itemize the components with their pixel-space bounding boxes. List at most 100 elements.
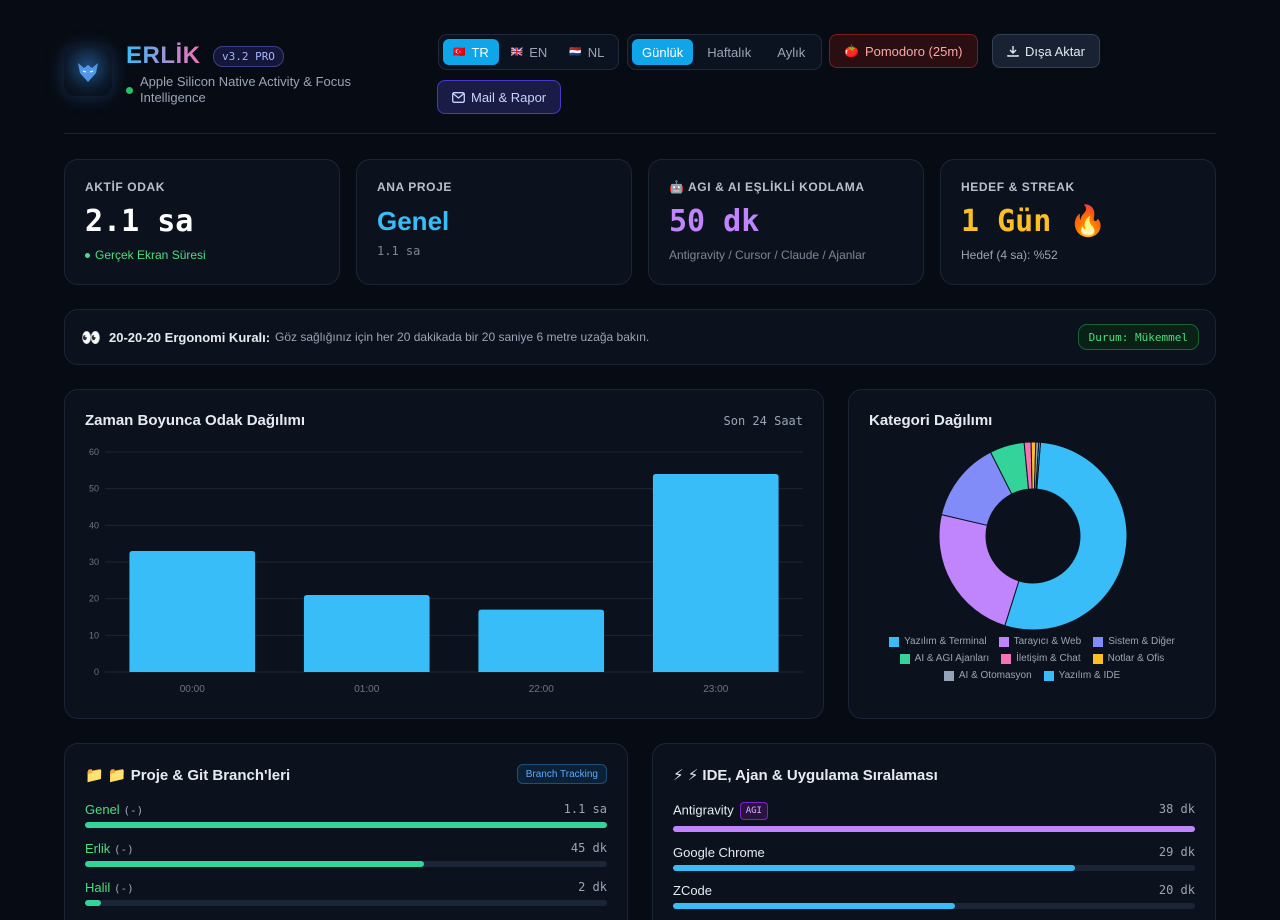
legend-label: AI & AGI Ajanları: [914, 653, 990, 664]
legend-item[interactable]: AI & AGI Ajanları: [899, 653, 990, 664]
stat-label: 🤖 AGI & AI EŞLİKLİ KODLAMA: [669, 180, 865, 194]
timeline-range: Son 24 Saat: [723, 414, 803, 428]
timeline-title: Zaman Boyunca Odak Dağılımı: [85, 412, 306, 429]
legend-swatch: [1092, 653, 1103, 664]
stat-value: 50 dk: [669, 204, 760, 239]
branch-tracking-badge: Branch Tracking: [516, 764, 607, 784]
legend-label: Yazılım & Terminal: [904, 636, 987, 647]
y-tick-label: 60: [89, 447, 99, 457]
legend-item[interactable]: Yazılım & Terminal: [889, 636, 987, 647]
project-name: Genel (-): [85, 802, 144, 817]
progress-fill: [85, 900, 101, 906]
stat-label: AKTİF ODAK: [85, 180, 165, 194]
header: ERLİK v3.2 PRO Apple Silicon Native Acti…: [64, 34, 1216, 134]
stat-sub: Gerçek Ekran Süresi: [85, 248, 206, 262]
eyes-icon: 👀: [81, 330, 101, 347]
app-row[interactable]: ZCode 20 dk: [673, 883, 1195, 917]
progress-track: [673, 826, 1195, 832]
app-row[interactable]: Google Chrome 29 dk: [673, 845, 1195, 879]
pie-slice: [1035, 441, 1042, 490]
stat-card-main-project: ANA PROJE Genel 1.1 sa: [356, 159, 632, 285]
progress-fill: [673, 826, 1195, 832]
legend-swatch: [889, 636, 900, 647]
app-row[interactable]: Antigravity AGI 38 dk: [673, 802, 1195, 836]
x-tick-label: 01:00: [354, 684, 379, 695]
project-time: 45 dk: [570, 841, 607, 855]
progress-track: [85, 822, 607, 828]
project-row[interactable]: Genel (-) 1.1 sa: [85, 802, 607, 832]
download-icon: [1007, 46, 1019, 57]
progress-fill: [85, 822, 607, 828]
agi-tag: AGI: [739, 802, 768, 820]
legend-item[interactable]: Notlar & Ofis: [1092, 653, 1165, 664]
legend-item[interactable]: Sistem & Diğer: [1093, 636, 1175, 647]
mail-report-button[interactable]: Mail & Rapor: [437, 80, 562, 114]
stat-sub: 1.1 sa: [377, 244, 421, 258]
projects-panel: 📁 📁 Proje & Git Branch'leri Branch Track…: [64, 743, 628, 920]
progress-fill: [673, 865, 1075, 871]
legend-item[interactable]: Yazılım & IDE: [1043, 670, 1121, 681]
period-daily-button[interactable]: Günlük: [632, 39, 694, 65]
x-tick-label: 22:00: [529, 684, 554, 695]
y-tick-label: 20: [89, 594, 99, 604]
legend-item[interactable]: AI & Otomasyon: [943, 670, 1032, 681]
lang-nl-button[interactable]: 🇳🇱 NL: [569, 44, 605, 60]
language-switcher: 🇹🇷 TR 🇬🇧 EN 🇳🇱 NL: [438, 34, 620, 70]
stat-label: ANA PROJE: [377, 180, 452, 194]
version-badge: v3.2 PRO: [212, 45, 284, 67]
bar: [129, 551, 256, 672]
period-monthly-button[interactable]: Aylık: [777, 44, 806, 60]
status-badge: Durum: Mükemmel: [1077, 324, 1199, 350]
x-tick-label: 23:00: [703, 684, 728, 695]
legend-swatch: [899, 653, 910, 664]
pomodoro-button[interactable]: 🍅 Pomodoro (25m): [829, 34, 978, 68]
project-row[interactable]: Halil (-) 2 dk: [85, 880, 607, 910]
bar: [652, 474, 779, 672]
legend-label: Tarayıcı & Web: [1013, 636, 1082, 647]
tomato-icon: 🍅: [844, 44, 859, 58]
app-name: Google Chrome: [673, 845, 765, 860]
legend-label: İletişim & Chat: [1016, 653, 1081, 664]
y-tick-label: 50: [89, 484, 99, 494]
legend-item[interactable]: İletişim & Chat: [1001, 653, 1081, 664]
legend-label: AI & Otomasyon: [958, 670, 1032, 681]
project-name: Halil (-): [85, 880, 134, 895]
y-tick-label: 30: [89, 557, 99, 567]
legend-label: Yazılım & IDE: [1058, 670, 1121, 681]
wolf-logo-icon: [78, 63, 98, 82]
stat-label: HEDEF & STREAK: [961, 180, 1075, 194]
projects-title: 📁 📁 Proje & Git Branch'leri: [85, 767, 291, 784]
stat-sub: Antigravity / Cursor / Claude / Ajanlar: [669, 248, 866, 262]
chart-legend: Yazılım & Terminal Tarayıcı & Web Sistem &…: [869, 636, 1195, 681]
progress-track: [673, 903, 1195, 909]
period-switcher: Günlük Haftalık Aylık: [627, 34, 823, 70]
period-weekly-button[interactable]: Haftalık: [707, 44, 752, 60]
app-time: 29 dk: [1158, 845, 1195, 859]
y-tick-label: 0: [94, 667, 99, 677]
bar: [303, 595, 430, 672]
legend-label: Notlar & Ofis: [1107, 653, 1165, 664]
legend-swatch: [998, 636, 1009, 647]
legend-swatch: [1043, 670, 1054, 681]
tagline: Apple Silicon Native Activity & Focus In…: [126, 74, 376, 106]
export-button[interactable]: Dışa Aktar: [992, 34, 1100, 68]
ergonomics-title: 20-20-20 Ergonomi Kuralı:: [109, 330, 271, 345]
app-name: ZCode: [673, 883, 713, 898]
app-logo: [64, 48, 112, 96]
pie-slice: [938, 514, 1020, 627]
project-time: 2 dk: [578, 880, 607, 894]
progress-track: [85, 861, 607, 867]
progress-fill: [673, 903, 955, 909]
lang-en-button[interactable]: 🇬🇧 EN: [510, 44, 548, 60]
y-tick-label: 40: [89, 520, 99, 530]
lang-tr-button[interactable]: 🇹🇷 TR: [443, 39, 499, 65]
legend-item[interactable]: Tarayıcı & Web: [998, 636, 1082, 647]
apps-title: ⚡ ⚡ IDE, Ajan & Uygulama Sıralaması: [673, 767, 938, 784]
y-tick-label: 10: [89, 630, 99, 640]
project-row[interactable]: Erlik (-) 45 dk: [85, 841, 607, 871]
legend-swatch: [943, 670, 954, 681]
bar-chart: 0 10 20 30 40 50 60 00:00 01:00 22:00 23:00: [89, 447, 803, 695]
legend-label: Sistem & Diğer: [1108, 636, 1175, 647]
project-name: Erlik (-): [85, 841, 134, 856]
stat-value: 1 Gün 🔥: [961, 204, 1107, 239]
